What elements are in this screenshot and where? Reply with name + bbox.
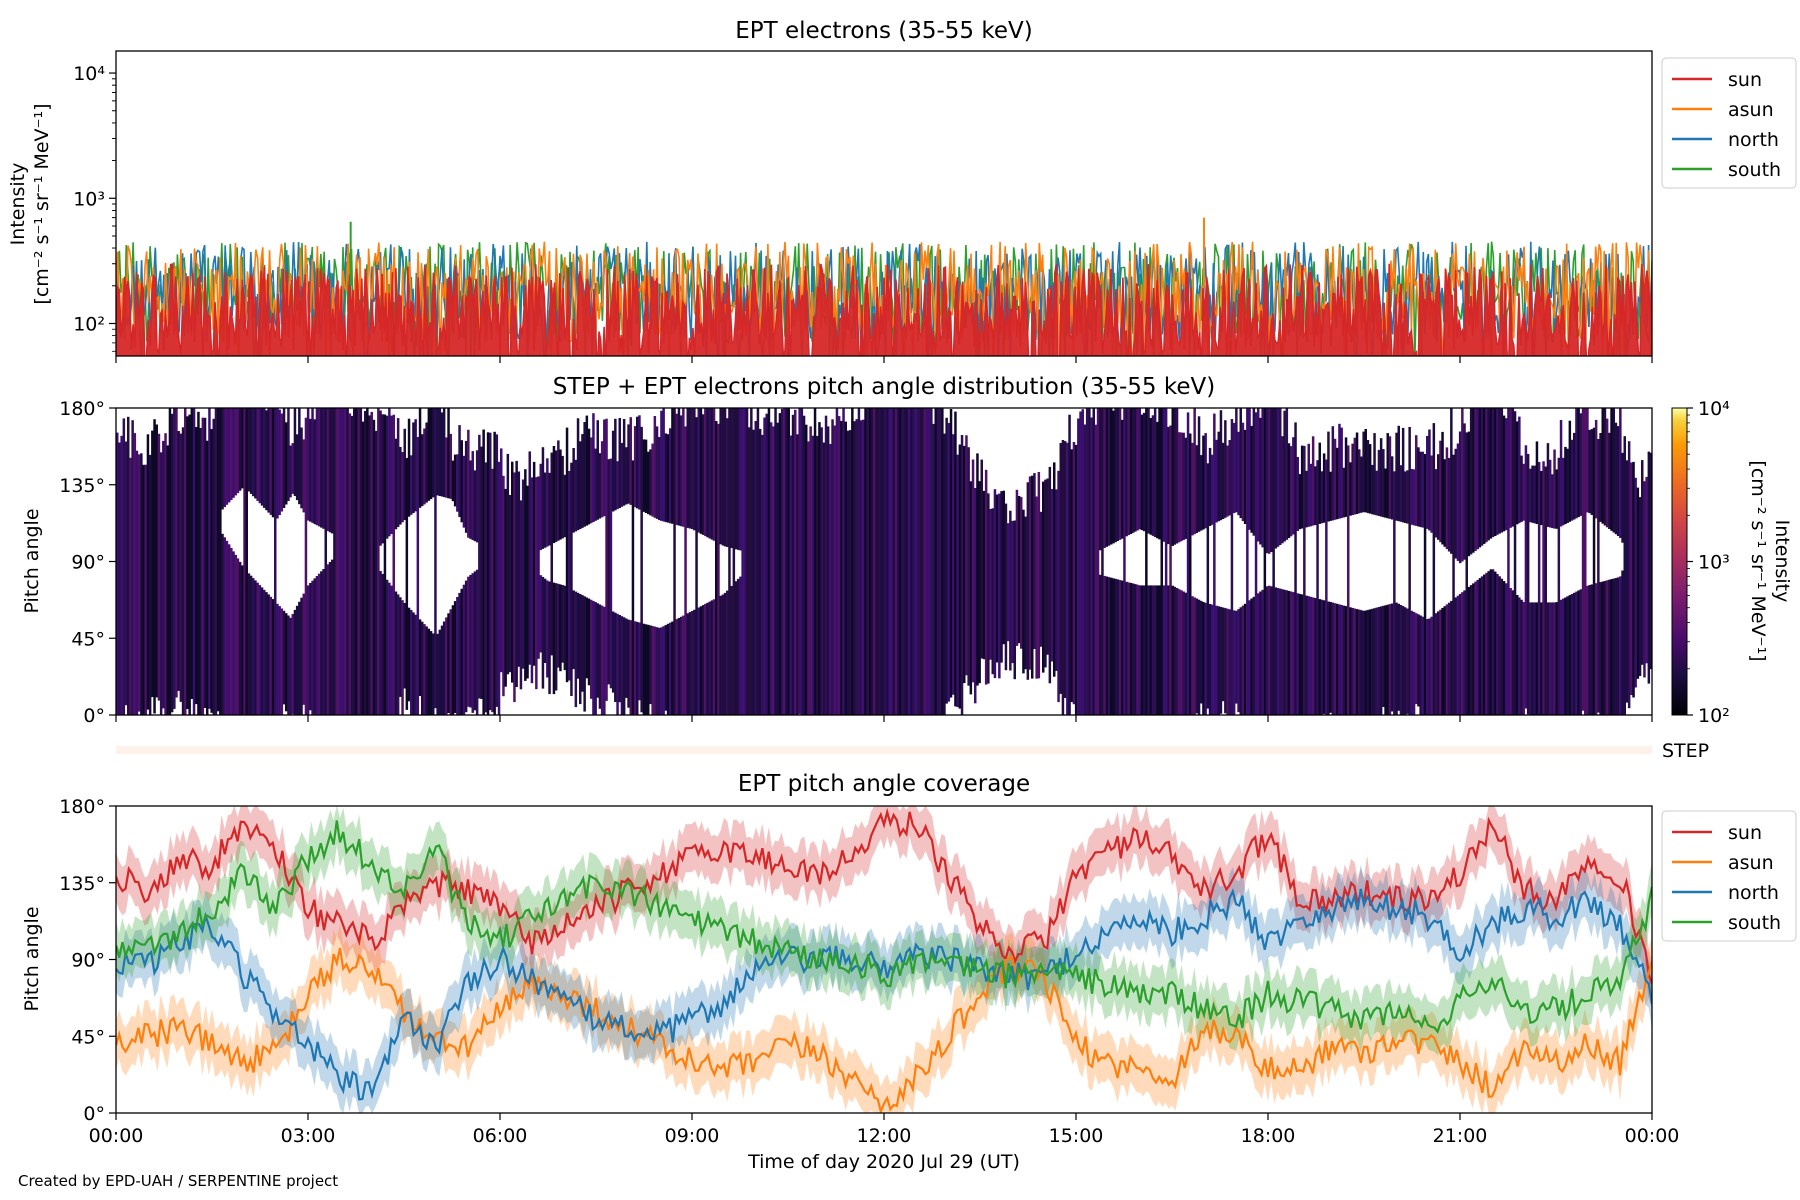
legend-label-south: south xyxy=(1728,912,1781,934)
colorbar-ticks: 10² 10³ 10⁴ xyxy=(1687,398,1730,727)
xtick-label: 03:00 xyxy=(281,1125,336,1147)
xtick-label: 00:00 xyxy=(1625,1125,1680,1147)
coverage-south xyxy=(116,820,1652,1034)
ytick-label: 135° xyxy=(59,475,105,497)
panel2-ylabel: Pitch angle xyxy=(21,508,43,613)
legend-label-asun: asun xyxy=(1728,852,1774,874)
ytick-label: 10⁴ xyxy=(73,63,105,85)
legend-label-sun: sun xyxy=(1728,69,1762,91)
xtick-label: 21:00 xyxy=(1433,1125,1488,1147)
colorbar-tick-label: 10⁴ xyxy=(1698,398,1730,420)
panel1-xticks xyxy=(115,356,1653,363)
band-north xyxy=(116,864,1652,1113)
legend-label-north: north xyxy=(1728,129,1779,151)
ytick-label: 10² xyxy=(73,313,105,335)
xtick-label: 15:00 xyxy=(1049,1125,1104,1147)
colorbar xyxy=(1671,407,1688,716)
band-asun xyxy=(116,924,1652,1113)
legend-label-north: north xyxy=(1728,882,1779,904)
coverage-north xyxy=(116,888,1652,1101)
panel2-title: STEP + EPT electrons pitch angle distrib… xyxy=(553,374,1215,400)
panel3-title: EPT pitch angle coverage xyxy=(738,771,1030,797)
legend-panel3: sun asun north south xyxy=(1661,810,1797,942)
coverage-series-group xyxy=(116,806,1652,1113)
series-sun-fill xyxy=(116,263,1652,356)
band-south xyxy=(116,806,1652,1057)
legend-label-south: south xyxy=(1728,159,1781,181)
panel1-title: EPT electrons (35-55 keV) xyxy=(735,18,1032,44)
colorbar-label-line2: [cm⁻² s⁻¹ sr⁻¹ MeV⁻¹] xyxy=(1747,460,1769,661)
series-sun xyxy=(116,262,1652,356)
ytick-label: 45° xyxy=(71,628,105,650)
colorbar-tick-label: 10² xyxy=(1698,705,1730,727)
ytick-label: 135° xyxy=(59,873,105,895)
panel1-ylabel-line1: Intensity xyxy=(7,163,29,246)
xtick-label: 12:00 xyxy=(857,1125,912,1147)
legend-label-sun: sun xyxy=(1728,822,1762,844)
ytick-label: 10³ xyxy=(73,188,105,210)
panel2-xticks xyxy=(115,715,1653,722)
panel3-ylabel: Pitch angle xyxy=(21,906,43,1011)
panel-pad: STEP + EPT electrons pitch angle distrib… xyxy=(21,374,1793,727)
panel1-yticks: 10² 10³ 10⁴ xyxy=(73,63,116,352)
intensity-series-group xyxy=(116,217,1652,356)
xtick-label: 18:00 xyxy=(1241,1125,1296,1147)
ytick-label: 90° xyxy=(71,552,105,574)
ytick-label: 45° xyxy=(71,1026,105,1048)
ytick-label: 0° xyxy=(83,1103,105,1125)
xtick-label: 06:00 xyxy=(473,1125,528,1147)
panel-coverage: EPT pitch angle coverage 0° 45° 90° 135° 180… xyxy=(21,771,1797,1173)
x-axis-label: Time of day 2020 Jul 29 (UT) xyxy=(747,1151,1020,1173)
panel1-ylabel-line2: [cm⁻² s⁻¹ sr⁻¹ MeV⁻¹] xyxy=(31,103,53,304)
legend-label-asun: asun xyxy=(1728,99,1774,121)
xtick-label: 00:00 xyxy=(89,1125,144,1147)
step-strip: STEP xyxy=(116,740,1709,762)
coverage-asun xyxy=(116,947,1652,1113)
colorbar-tick-label: 10³ xyxy=(1698,552,1730,574)
ytick-label: 180° xyxy=(59,398,105,420)
ytick-label: 180° xyxy=(59,796,105,818)
panel-intensity: EPT electrons (35-55 keV) 10² 10³ 10⁴ Inte… xyxy=(7,18,1797,363)
panel2-yticks: 0° 45° 90° 135° 180° xyxy=(59,398,116,727)
step-bar xyxy=(116,746,1652,754)
legend-panel1: sun asun north south xyxy=(1661,57,1797,189)
ytick-label: 90° xyxy=(71,950,105,972)
coverage-sun xyxy=(116,807,1652,985)
colorbar-label-line1: Intensity xyxy=(1771,520,1793,603)
ytick-label: 0° xyxy=(83,705,105,727)
panel3-xticks: 00:00 03:00 06:00 09:00 12:00 15:00 18:00 21:00… xyxy=(89,1113,1680,1147)
footer-credit: Created by EPD-UAH / SERPENTINE project xyxy=(18,1172,339,1190)
panel3-yticks: 0° 45° 90° 135° 180° xyxy=(59,796,116,1125)
pad-heatmap xyxy=(116,408,1652,715)
band-sun xyxy=(116,806,1652,1008)
step-label: STEP xyxy=(1662,740,1709,762)
xtick-label: 09:00 xyxy=(665,1125,720,1147)
